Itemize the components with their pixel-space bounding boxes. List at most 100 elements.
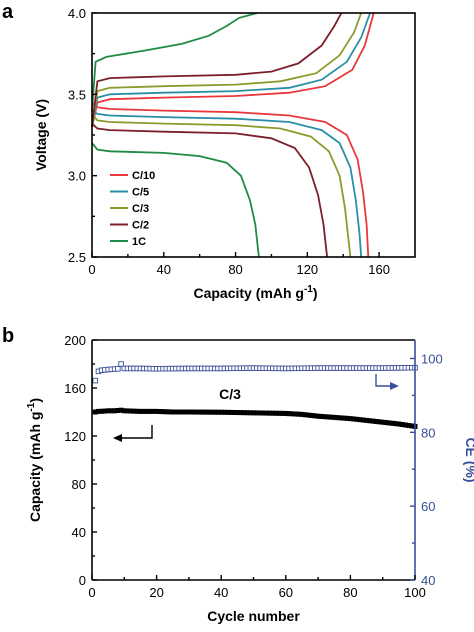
capacity-point [370, 418, 376, 424]
right-arrow-head-icon [390, 382, 399, 390]
y2-tick-label: 100 [421, 351, 443, 366]
capacity-point [263, 410, 269, 416]
x-tick-label: 80 [228, 262, 242, 277]
capacity-point [205, 409, 211, 415]
capacity-point [257, 410, 263, 416]
capacity-point [389, 420, 395, 426]
y-axis-title: Capacity (mAh g-1) [26, 398, 43, 522]
series-c-2-charge-line [91, 12, 343, 128]
capacity-point [322, 414, 328, 420]
x-tick-label: 0 [88, 585, 95, 600]
capacity-point [147, 408, 153, 414]
capacity-point [373, 418, 379, 424]
capacity-point [305, 412, 311, 418]
capacity-point [199, 409, 205, 415]
y-tick-label: 200 [64, 333, 86, 348]
capacity-point [331, 414, 337, 420]
x-tick-label: 20 [149, 585, 163, 600]
x-tick-label: 80 [343, 585, 357, 600]
x-tick-label: 40 [214, 585, 228, 600]
capacity-point [196, 409, 202, 415]
capacity-point [393, 421, 399, 427]
capacity-point [386, 420, 392, 426]
capacity-point [344, 415, 350, 421]
capacity-point [360, 417, 366, 423]
series-c-2-discharge-line [91, 122, 328, 258]
capacity-point [121, 408, 127, 414]
capacity-point [289, 411, 295, 417]
x-tick-label: 60 [279, 585, 293, 600]
capacity-point [354, 416, 360, 422]
capacity-point [189, 409, 195, 415]
capacity-point [186, 409, 192, 415]
capacity-point [409, 423, 415, 429]
panel-label-a: a [2, 1, 14, 23]
capacity-point [406, 422, 412, 428]
series-1c-discharge-line [91, 142, 260, 258]
x-tick-label: 40 [157, 262, 171, 277]
capacity-point [244, 410, 250, 416]
left-arrow-head-icon [113, 434, 122, 442]
capacity-point [328, 414, 334, 420]
capacity-point [325, 414, 331, 420]
capacity-point [167, 409, 173, 415]
capacity-point [296, 411, 302, 417]
y-tick-label: 40 [72, 525, 86, 540]
capacity-point [334, 415, 340, 421]
x-axis-title: Capacity (mAh g-1) [193, 284, 317, 301]
panel-b-series [92, 361, 418, 429]
y2-axis-title: CE (%) [463, 437, 474, 482]
y-tick-label: 3.5 [68, 87, 86, 102]
capacity-point [170, 409, 176, 415]
capacity-point [105, 408, 111, 414]
y-tick-label: 2.5 [68, 250, 86, 265]
capacity-point [351, 416, 357, 422]
capacity-point [125, 408, 131, 414]
legend-label: C/5 [132, 187, 149, 199]
panel-b-annotations: C/3 [113, 374, 399, 442]
capacity-point [292, 411, 298, 417]
capacity-point [160, 409, 166, 415]
capacity-point [286, 411, 292, 417]
y-tick-label: 120 [64, 429, 86, 444]
capacity-point [251, 410, 256, 416]
capacity-point [92, 409, 98, 415]
capacity-point [209, 409, 215, 415]
capacity-point [115, 408, 121, 413]
capacity-point [276, 410, 282, 416]
capacity-point [309, 412, 315, 418]
capacity-point [150, 408, 156, 414]
series-1c-charge-line [91, 12, 258, 111]
capacity-point [338, 415, 344, 421]
capacity-point [173, 409, 179, 415]
capacity-point [364, 417, 370, 423]
capacity-point [260, 410, 266, 416]
capacity-point [225, 409, 231, 415]
capacity-point [157, 409, 163, 415]
ce-point [92, 377, 98, 384]
panel-a-legend: C/10 C/5 C/3 C/2 1C [110, 170, 155, 248]
capacity-point [179, 409, 185, 415]
rate-annotation: C/3 [219, 386, 241, 402]
capacity-point [212, 409, 218, 415]
capacity-point [192, 409, 198, 415]
capacity-point [396, 421, 402, 427]
capacity-point [357, 417, 363, 423]
y-tick-label: 0 [79, 573, 86, 588]
capacity-point [141, 408, 147, 414]
capacity-point [238, 410, 244, 416]
capacity-point [280, 410, 286, 416]
x-tick-label: 0 [88, 262, 95, 277]
capacity-point [283, 410, 289, 416]
capacity-point [218, 409, 224, 415]
capacity-point [134, 408, 140, 414]
panel-a-axes: 0 40 80 120 160 2.5 3.0 3.5 4.0 Capacity (mAh g-1… [33, 6, 416, 301]
capacity-point [202, 409, 208, 415]
y-tick-label: 4.0 [68, 6, 86, 21]
x-axis-title: Cycle number [207, 608, 300, 624]
capacity-point [402, 422, 408, 428]
capacity-point [137, 408, 143, 414]
series-c-10-charge-line [91, 12, 375, 128]
panel-a-series [91, 12, 375, 258]
y-tick-label: 80 [72, 477, 86, 492]
